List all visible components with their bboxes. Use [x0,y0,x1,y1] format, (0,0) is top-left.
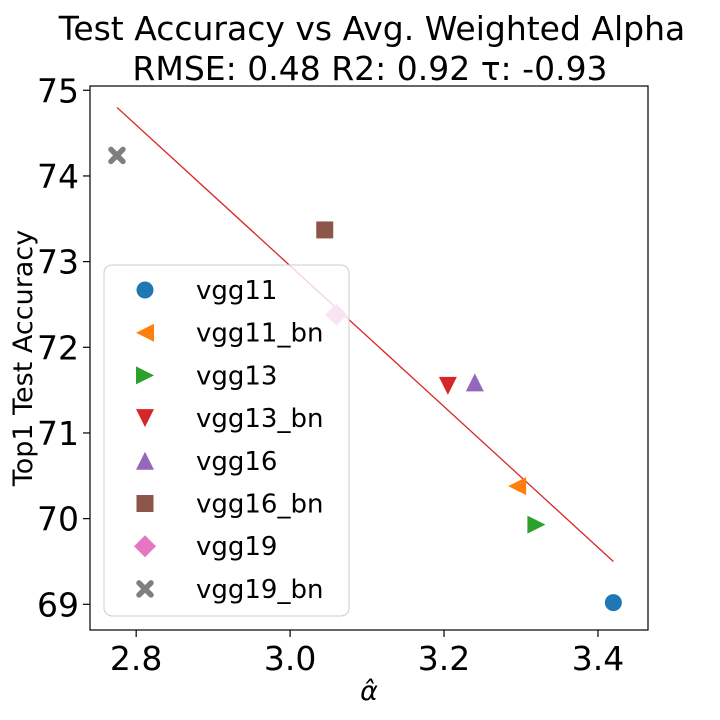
y-axis-ticks: 69 70 71 72 73 74 75 [37,71,90,624]
data-point-vgg11 [604,594,622,612]
data-point-vgg13 [527,515,546,534]
regression-fit-line [116,106,614,562]
legend-label-vgg11: vgg11 [196,276,277,306]
data-point-vgg16 [465,373,484,392]
legend-label-vgg16-bn: vgg16_bn [196,490,323,520]
y-tick-label: 73 [37,243,79,282]
data-point-vgg16-bn [316,221,334,239]
x-tick-label: 3.2 [418,639,470,678]
legend-label-vgg11-bn: vgg11_bn [196,319,323,349]
legend-label-vgg13: vgg13 [196,361,277,391]
data-point-vgg13-bn [438,376,457,395]
legend-label-vgg16: vgg16 [196,447,277,477]
y-tick-label: 75 [37,71,79,110]
y-tick-label: 70 [37,500,79,539]
legend-marker-vgg16 [136,451,154,470]
legend-label-vgg19-bn: vgg19_bn [196,575,323,605]
x-tick-label: 2.8 [110,639,162,678]
legend-marker-vgg11 [136,281,154,299]
x-axis-label: α̂ [360,676,378,707]
y-tick-label: 72 [37,328,79,367]
chart-subtitle: RMSE: 0.48 R2: 0.92 τ: -0.93 [132,49,607,88]
fit-line-group [116,106,614,562]
legend-frame [103,264,350,617]
legend-label-vgg19: vgg19 [196,532,277,562]
x-tick-label: 3.0 [264,639,316,678]
legend-marker-vgg11-bn [136,323,154,342]
legend-label-vgg13-bn: vgg13_bn [196,404,323,434]
data-point-vgg11-bn [508,477,527,496]
y-tick-label: 69 [37,585,79,624]
legend-marker-vgg16-bn [136,495,154,512]
legend-marker-vgg13 [136,366,154,385]
legend-marker-vgg13-bn [136,409,154,428]
plot-area-frame [89,85,649,631]
data-point-vgg19-bn [108,146,126,165]
y-axis-label: Top1 Test Accuracy [8,230,39,487]
x-tick-label: 3.4 [572,639,624,678]
legend-marker-vgg19 [134,535,156,558]
legend: vgg11 vgg11_bn vgg13 vgg13_bn vgg16 vgg16_bnv… [103,264,350,617]
chart-title: Test Accuracy vs Avg. Weighted Alpha [58,9,685,48]
y-tick-label: 71 [37,414,79,453]
legend-marker-vgg19-bn [136,580,154,598]
y-tick-label: 74 [37,157,79,196]
x-axis-ticks: 2.8 3.0 3.2 3.4 [110,630,624,678]
